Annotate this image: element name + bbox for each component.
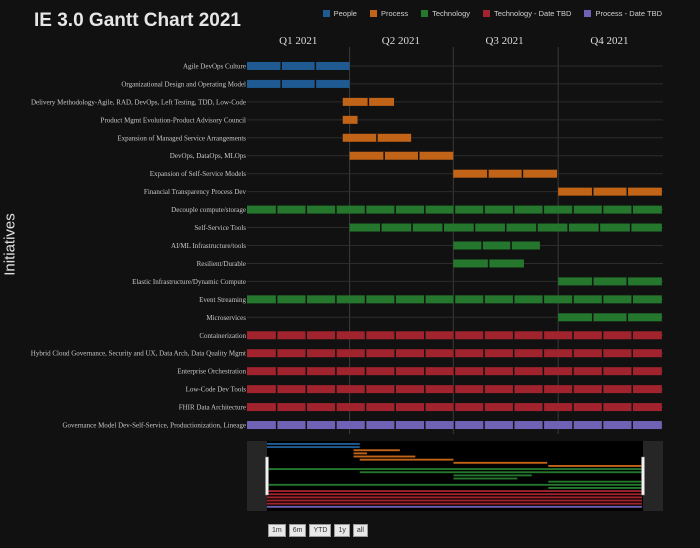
y-tick-label: Governance Model Dev-Self-Service, Produ… [63, 422, 247, 430]
legend-swatch [483, 10, 491, 17]
x-tick-label: Q4 2021 [590, 35, 628, 47]
rangeslider-bar [267, 493, 642, 496]
gantt-bar[interactable] [558, 187, 662, 196]
range-button[interactable]: 1y [334, 524, 350, 537]
rangeslider-bar [359, 458, 454, 461]
rangeslider-bar [548, 465, 642, 467]
legend-label: Technology [432, 9, 471, 18]
legend-label: Process - Date TBD [595, 9, 662, 18]
rangeslider-bar [548, 480, 642, 483]
gantt-bar[interactable] [453, 241, 540, 250]
rangeslider-bar [353, 452, 367, 455]
legend-label: Process [380, 9, 409, 18]
y-tick-label: AI/ML Infrastructure/tools [171, 242, 246, 250]
legend[interactable]: People Process Technology Technology - Date… [322, 9, 662, 18]
legend-item[interactable]: Technology - Date TBD [483, 9, 571, 18]
range-button[interactable]: all [352, 524, 368, 537]
y-tick-label: Delivery Methodology-Agile, RAD, DevOps,… [31, 98, 246, 106]
y-tick-label: FHIR Data Architecture [179, 404, 246, 412]
legend-item[interactable]: Process - Date TBD [584, 9, 662, 18]
rangeslider-bar [353, 449, 400, 452]
legend-swatch [584, 10, 592, 17]
x-tick-label: Q2 2021 [382, 35, 420, 47]
y-tick-label: Organizational Design and Operating Mode… [121, 80, 246, 88]
range-button[interactable]: 6m [288, 524, 307, 537]
rangeslider-bar [453, 461, 548, 464]
gantt-bar[interactable] [342, 115, 358, 124]
y-tick-label: Agile DevOps Culture [183, 62, 246, 70]
rangeslider-bar [267, 443, 360, 445]
gantt-bar[interactable] [349, 151, 454, 160]
rangeslider-mask-right [643, 441, 663, 511]
legend-label: People [333, 9, 357, 18]
range-button[interactable]: 1m [268, 524, 286, 537]
y-tick-label: Expansion of Self-Service Models [150, 170, 247, 178]
rangeslider-bar [548, 487, 642, 489]
rangeslider-mask-left [247, 441, 267, 511]
gantt-bar[interactable] [558, 277, 662, 286]
legend-item[interactable]: Process [369, 9, 409, 18]
legend-swatch [421, 10, 429, 17]
rangeslider-bar [267, 483, 642, 486]
legend-swatch [369, 10, 377, 17]
legend-item[interactable]: People [322, 9, 357, 18]
rangeslider-bar [353, 455, 416, 458]
rangeslider-handle[interactable] [641, 456, 645, 496]
rangeslider-bar [267, 502, 642, 505]
y-tick-label: Financial Transparency Process Dev [144, 188, 247, 196]
rangeslider-bar [267, 499, 642, 502]
range-selector[interactable]: 1m 6m YTD 1y all [268, 524, 368, 537]
y-tick-label: Event Streaming [199, 296, 246, 304]
gantt-bar[interactable] [453, 169, 558, 178]
rangeslider-bar [267, 490, 642, 493]
rangeslider-bar [267, 505, 642, 508]
rangeslider-bar [453, 474, 532, 477]
y-tick-label: Containerization [199, 332, 246, 340]
y-tick-label: Resilient/Durable [197, 260, 246, 268]
y-tick-label: DevOps, DataOps, MLOps [170, 152, 246, 160]
legend-item[interactable]: Technology [421, 9, 470, 18]
y-tick-label: Enterprise Orchestration [177, 368, 246, 376]
y-tick-label: Product Mgmt Evolution-Product Advisory … [101, 116, 246, 124]
gantt-bar[interactable] [558, 313, 662, 322]
chart-title: IE 3.0 Gantt Chart 2021 [34, 10, 241, 31]
legend-label: Technology - Date TBD [494, 9, 572, 18]
range-button[interactable]: YTD [309, 524, 332, 537]
y-tick-label: Elastic Infrastructure/Dynamic Compute [132, 278, 246, 286]
y-tick-label: Low-Code Dev Tools [186, 386, 247, 394]
legend-swatch [322, 10, 330, 17]
rangeslider-handle[interactable] [265, 456, 269, 496]
x-tick-label: Q1 2021 [279, 35, 317, 47]
rangeslider-bar [453, 477, 518, 480]
gantt-bar[interactable] [247, 61, 350, 70]
rangeslider-bar [359, 471, 642, 474]
rangeslider-bar [267, 446, 360, 449]
y-tick-label: Microservices [206, 314, 246, 322]
y-tick-label: Decouple compute/storage [171, 206, 246, 214]
y-tick-label: Expansion of Managed Service Arrangement… [117, 134, 246, 142]
y-tick-label: Self-Service Tools [194, 224, 246, 232]
rangeslider-bar [267, 496, 642, 499]
gantt-bar[interactable] [247, 79, 350, 88]
rangeslider-bar [267, 468, 642, 471]
x-tick-label: Q3 2021 [485, 35, 523, 47]
y-tick-label: Hybrid Cloud Governance, Security and UX… [31, 350, 246, 358]
